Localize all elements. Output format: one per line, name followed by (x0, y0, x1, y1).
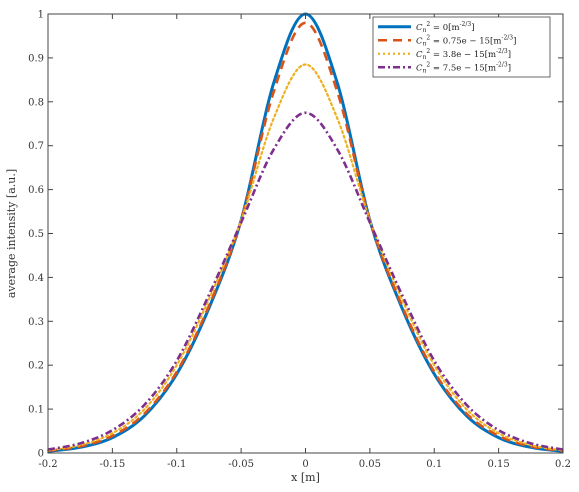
y-tick-label: 0.1 (28, 405, 44, 416)
legend-entry-label: Cn2 = 3.8e − 15[m-2/3] (416, 48, 511, 61)
x-tick-label: 0.1 (426, 459, 442, 470)
y-tick-label: 0.5 (28, 229, 44, 240)
legend-entry-label: Cn2 = 0[m-2/3] (416, 21, 475, 34)
tick-labels: -0.2 -0.15 -0.1 -0.05 0 0.05 0.1 0.15 0.2 0 0.1 0.2… (28, 10, 571, 471)
x-tick-label: -0.1 (167, 459, 186, 470)
y-tick-label: 0.6 (28, 185, 44, 196)
legend: Cn2 = 0[m-2/3]Cn2 = 0.75e − 15[m-2/3]Cn2… (372, 16, 551, 78)
x-tick-label: -0.2 (38, 459, 57, 470)
legend-entry-label: Cn2 = 0.75e − 15[m-2/3] (416, 34, 516, 47)
y-tick-label: 0.3 (28, 317, 44, 328)
y-tick-label: 1 (38, 10, 44, 21)
x-tick-label: -0.15 (100, 459, 126, 470)
y-tick-label: 0 (38, 449, 44, 460)
x-tick-label: 0.15 (487, 459, 509, 470)
y-tick-label: 0.2 (28, 361, 44, 372)
x-axis-label: x [m] (291, 471, 320, 484)
x-tick-label: -0.05 (228, 459, 254, 470)
y-axis-label: average intensity [a.u.] (5, 169, 18, 298)
tick-marks (47, 13, 564, 454)
x-tick-label: 0 (302, 459, 308, 470)
series-line-2 (47, 21, 564, 453)
legend-entry-label: Cn2 = 7.5e − 15[m-2/3] (416, 61, 511, 74)
plot-area (48, 14, 563, 453)
y-tick-label: 0.4 (28, 273, 44, 284)
x-tick-label: 0.05 (359, 459, 381, 470)
y-tick-label: 0.9 (28, 53, 44, 64)
x-tick-label: 0.2 (555, 459, 571, 470)
series-line-4 (47, 111, 564, 451)
series-line-3 (46, 63, 565, 452)
y-tick-label: 0.7 (28, 141, 44, 152)
y-tick-label: 0.8 (28, 97, 44, 108)
